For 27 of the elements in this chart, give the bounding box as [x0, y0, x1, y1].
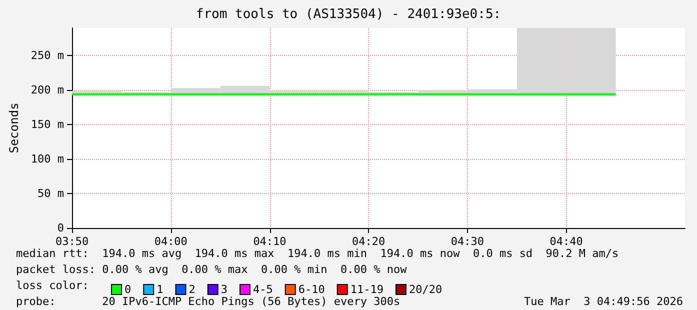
- x-tick-label: 04:20: [352, 235, 386, 248]
- x-tick-label: 04:10: [253, 235, 286, 248]
- text: Tue Mar 3 04:49:56 2026: [524, 295, 684, 308]
- y-tick-label: 200 m: [30, 84, 64, 97]
- y-tick-label: 0: [57, 222, 64, 234]
- legend-title: loss color:: [16, 279, 89, 292]
- text: packet loss: 0.00 % avg 0.00 % max 0.00 % min 0.00 % now: [16, 263, 408, 276]
- text: median rtt: 194.0 ms avg 194.0 ms max 194.0 ms min 194.0 ms now 0.0 ms sd 90.2 M am/s: [16, 247, 619, 260]
- chart-title: from tools to (AS133504) - 2401:93e0:5:: [196, 7, 502, 22]
- legend-label: 3: [220, 283, 228, 296]
- legend-label: 4-5: [252, 283, 273, 296]
- y-tick-label: 100 m: [30, 152, 64, 166]
- legend-label: 20/20: [408, 283, 442, 296]
- y-tick-label: 150 m: [30, 118, 64, 132]
- x-tick-label: 04:40: [550, 235, 583, 248]
- legend-label: 0: [124, 283, 132, 296]
- y-tick-label: 250 m: [30, 49, 64, 62]
- text: probe: 20 IPv6-ICMP Echo Pings (56 Bytes) every 300s: [16, 295, 400, 308]
- x-tick-label: 04:00: [154, 235, 188, 248]
- legend-label: 1: [156, 283, 164, 296]
- legend-label: 2: [188, 283, 196, 296]
- legend-label: 6-10: [298, 283, 325, 296]
- x-tick-label: 03:50: [55, 235, 89, 248]
- x-tick-label: 04:30: [450, 235, 484, 248]
- y-tick-label: 50 m: [38, 187, 64, 200]
- legend-label: 11-19: [350, 283, 384, 296]
- y-axis-title: Seconds: [7, 102, 21, 154]
